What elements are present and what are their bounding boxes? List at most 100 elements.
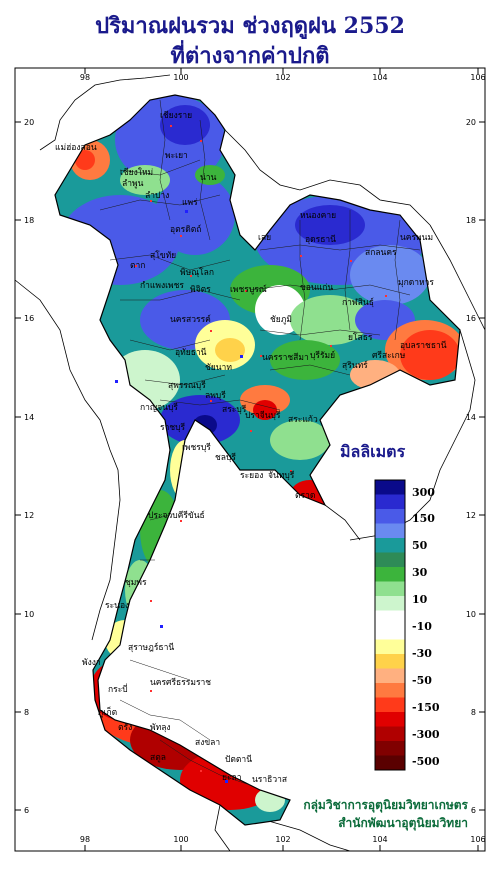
- legend-swatch: [375, 625, 405, 640]
- province-label: ชลบุรี: [215, 452, 236, 463]
- legend-label: -30: [412, 647, 432, 660]
- credit-line-2: สำนักพัฒนาอุตุนิยมวิทยา: [338, 816, 468, 830]
- legend-swatch: [375, 668, 405, 684]
- legend-color-bar: [374, 479, 406, 771]
- legend-swatch: [375, 538, 405, 553]
- province-label: นครสวรรค์: [170, 314, 211, 325]
- legend-label: 300: [412, 486, 435, 499]
- province-label: ยโสธร: [348, 332, 373, 343]
- legend-label: 30: [412, 566, 428, 579]
- province-label: หนองคาย: [300, 211, 336, 221]
- province-label: พังงา: [82, 658, 101, 668]
- lat-label-left-14: 14: [24, 413, 34, 422]
- province-label: ตรัง: [118, 723, 132, 733]
- legend-swatch: [375, 596, 405, 611]
- province-label: น่าน: [200, 173, 217, 183]
- province-label: กาญจนบุรี: [140, 402, 178, 413]
- lat-label-left-18: 18: [24, 216, 34, 225]
- lon-label-top-106: 106: [470, 73, 485, 82]
- credit-line-1: กลุ่มวิชาการอุตุนิยมวิทยาเกษตร: [303, 798, 468, 812]
- legend-swatch: [375, 480, 405, 495]
- legend-swatch: [375, 610, 405, 626]
- province-label: กระบี่: [108, 683, 128, 695]
- province-label: ตราด: [295, 491, 315, 501]
- province-label: เพชรบุรี: [182, 442, 211, 453]
- province-boundaries: [99, 99, 421, 786]
- province-label: สุรินทร์: [342, 360, 368, 371]
- province-label: ปัตตานี: [225, 754, 252, 765]
- legend-label: 150: [412, 512, 435, 525]
- province-label: ปราจีนบุรี: [245, 410, 281, 421]
- map-subtitle: ที่ต่างจากค่าปกติ: [170, 43, 330, 69]
- province-label: ชัยนาท: [205, 363, 232, 373]
- lat-label-right-8: 8: [471, 708, 476, 717]
- province-label: สตูล: [150, 753, 166, 763]
- legend-bar-border: [374, 479, 406, 771]
- legend-swatch: [375, 639, 405, 655]
- province-label: พิจิตร: [190, 285, 211, 295]
- legend-swatch: [375, 552, 405, 568]
- legend-label: 10: [412, 593, 428, 606]
- lat-label-left-12: 12: [24, 511, 34, 520]
- legend-swatch: [375, 567, 405, 582]
- legend-label: -500: [412, 755, 440, 768]
- legend-swatch: [375, 509, 405, 524]
- province-label: ระนอง: [105, 601, 129, 611]
- province-label: สุพรรณบุรี: [168, 380, 206, 391]
- province-label: สระบุรี: [222, 404, 247, 415]
- legend-swatch: [375, 523, 405, 539]
- province-label: แพร่: [182, 198, 198, 208]
- province-label: ประจวบคีรีขันธ์: [148, 510, 205, 521]
- legend-label: -50: [412, 674, 432, 687]
- province-label: กาฬสินธุ์: [342, 297, 374, 308]
- axis-ticks: [15, 68, 485, 851]
- legend-label: -10: [412, 620, 432, 633]
- province-label: ตาก: [130, 261, 145, 271]
- province-label: ระยอง: [240, 471, 263, 481]
- province-label: สุราษฎร์ธานี: [128, 642, 174, 653]
- province-label: ชัยภูมิ: [270, 315, 292, 325]
- province-label: ยะลา: [222, 773, 242, 783]
- province-label: เชียงใหม่: [120, 167, 153, 178]
- province-label: นครศรีธรรมราช: [150, 677, 211, 688]
- legend-swatch: [375, 697, 405, 713]
- legend-title: มิลลิเมตร: [340, 442, 406, 461]
- lat-label-left-20: 20: [24, 118, 34, 127]
- province-label: บุรีรัมย์: [310, 350, 335, 361]
- legend-label: 50: [412, 539, 428, 552]
- legend-swatch: [375, 683, 405, 698]
- lat-label-right-18: 18: [466, 216, 476, 225]
- legend-swatch: [375, 654, 405, 669]
- province-label: ขอนแก่น: [300, 283, 333, 293]
- province-label: สระแก้ว: [288, 414, 318, 425]
- lon-label-bottom-100: 100: [173, 835, 188, 844]
- province-label: ลำปาง: [145, 191, 169, 201]
- province-label: ราชบุรี: [160, 422, 186, 433]
- map-title: ปริมาณฝนรวม ช่วงฤดูฝน 2552: [95, 13, 405, 39]
- province-label: เลย: [258, 233, 271, 243]
- province-label: นราธิวาส: [252, 775, 288, 785]
- lat-label-left-10: 10: [24, 610, 34, 619]
- province-label: เชียงราย: [160, 110, 192, 121]
- province-label: แม่ฮ่องสอน: [55, 143, 97, 153]
- legend-swatch: [375, 712, 405, 727]
- province-label: ลพบุรี: [205, 390, 226, 401]
- lat-label-left-6: 6: [24, 806, 29, 815]
- province-label: จันทบุรี: [268, 470, 295, 481]
- lat-label-right-12: 12: [466, 511, 476, 520]
- province-label: พะเยา: [165, 151, 188, 161]
- lat-label-right-20: 20: [466, 118, 476, 127]
- province-label: กำแพงเพชร: [140, 281, 184, 291]
- province-label: สุโขทัย: [150, 250, 176, 261]
- province-label: อุทัยธานี: [175, 347, 207, 358]
- province-label: อุตรดิตถ์: [170, 224, 201, 235]
- province-label: สกลนคร: [365, 248, 397, 258]
- lat-label-left-8: 8: [24, 708, 29, 717]
- neighbour-borders: [14, 74, 486, 852]
- lon-label-top-100: 100: [173, 73, 188, 82]
- province-label: ศรีสะเกษ: [372, 350, 406, 361]
- province-label: ชุมพร: [125, 578, 147, 588]
- legend-swatch: [375, 494, 405, 510]
- lat-label-right-10: 10: [466, 610, 476, 619]
